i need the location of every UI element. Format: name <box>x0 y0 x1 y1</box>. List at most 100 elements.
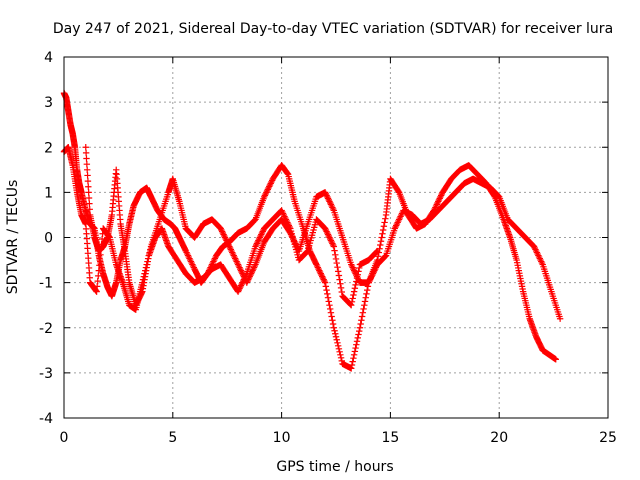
data-point <box>223 237 230 244</box>
data-point <box>279 208 286 216</box>
data-point <box>329 320 337 328</box>
data-point <box>84 172 91 179</box>
data-point <box>348 361 356 369</box>
data-point <box>263 189 270 196</box>
data-point <box>391 225 398 232</box>
data-point <box>229 249 236 256</box>
data-point <box>264 186 272 193</box>
data-point <box>238 280 245 288</box>
data-point <box>397 213 404 220</box>
data-point <box>253 240 261 247</box>
axis-ticks: 0 5 10 15 20 25 -4 -3 -2 -1 0 1 2 3 4 <box>39 50 617 446</box>
data-point <box>534 250 541 258</box>
data-point <box>313 262 321 270</box>
data-point <box>333 259 340 267</box>
data-point <box>530 243 538 250</box>
data-point <box>435 198 442 205</box>
data-point <box>255 237 262 244</box>
data-point <box>371 265 379 273</box>
data-point <box>241 274 248 282</box>
data-point <box>325 298 332 305</box>
data-point <box>286 223 293 231</box>
data-point <box>221 232 228 240</box>
data-point <box>226 244 234 252</box>
data-point <box>324 193 331 201</box>
data-point <box>378 234 385 241</box>
data-point <box>219 229 227 237</box>
data-point <box>267 180 274 187</box>
data-point <box>379 226 387 234</box>
data-point <box>282 214 289 222</box>
data-point <box>83 155 90 162</box>
data-point <box>303 249 310 256</box>
data-point <box>314 264 322 271</box>
data-point <box>229 250 237 258</box>
data-point <box>317 270 324 277</box>
data-point <box>324 231 332 238</box>
data-point <box>358 317 365 324</box>
data-point <box>379 230 386 237</box>
data-point <box>332 255 340 263</box>
y-tick-label: -4 <box>39 411 53 427</box>
data-point <box>234 261 242 268</box>
data-point <box>331 247 338 254</box>
data-point <box>325 232 332 240</box>
data-point <box>337 354 345 362</box>
data-point <box>352 344 359 352</box>
data-point <box>252 243 259 250</box>
data-point <box>334 264 341 271</box>
x-tick-label: 20 <box>490 430 508 446</box>
data-point <box>351 285 359 292</box>
data-point <box>354 334 361 342</box>
data-point <box>432 204 439 211</box>
data-point <box>434 199 441 207</box>
data-point <box>335 345 343 353</box>
data-point <box>231 255 239 262</box>
data-point <box>228 247 235 255</box>
data-point <box>230 252 237 259</box>
data-point <box>211 255 219 262</box>
data-point <box>332 251 339 258</box>
data-point <box>348 262 356 270</box>
data-point <box>256 234 264 241</box>
data-point <box>370 268 377 276</box>
data-point <box>374 253 382 260</box>
data-point <box>84 177 92 185</box>
data-point <box>356 324 364 331</box>
data-point <box>187 256 194 264</box>
data-point <box>322 226 330 234</box>
data-point <box>85 183 92 190</box>
data-point <box>350 291 357 299</box>
y-tick-label: 4 <box>44 50 53 66</box>
data-point <box>324 294 332 301</box>
data-point <box>396 214 404 222</box>
data-point <box>333 336 340 343</box>
data-point <box>85 194 93 202</box>
data-point <box>189 262 197 270</box>
x-tick-label: 10 <box>273 430 291 446</box>
data-point <box>209 259 216 267</box>
data-point <box>368 273 375 280</box>
data-point <box>321 279 329 286</box>
y-tick-label: -3 <box>39 366 53 382</box>
data-point <box>226 243 233 250</box>
data-point <box>250 264 258 271</box>
data-point <box>233 258 240 265</box>
data-point <box>327 237 335 244</box>
data-point <box>237 267 245 274</box>
data-point <box>82 149 90 157</box>
data-point <box>84 166 91 174</box>
data-point <box>278 207 285 214</box>
data-point <box>356 264 363 272</box>
data-point <box>395 217 402 225</box>
data-point <box>331 327 338 334</box>
data-point <box>323 228 330 235</box>
data-point <box>353 338 361 345</box>
data-point <box>262 190 269 198</box>
data-point <box>283 217 290 225</box>
data-point <box>556 315 564 322</box>
data-point <box>258 229 266 237</box>
data-point <box>355 331 362 338</box>
data-point <box>259 228 266 235</box>
